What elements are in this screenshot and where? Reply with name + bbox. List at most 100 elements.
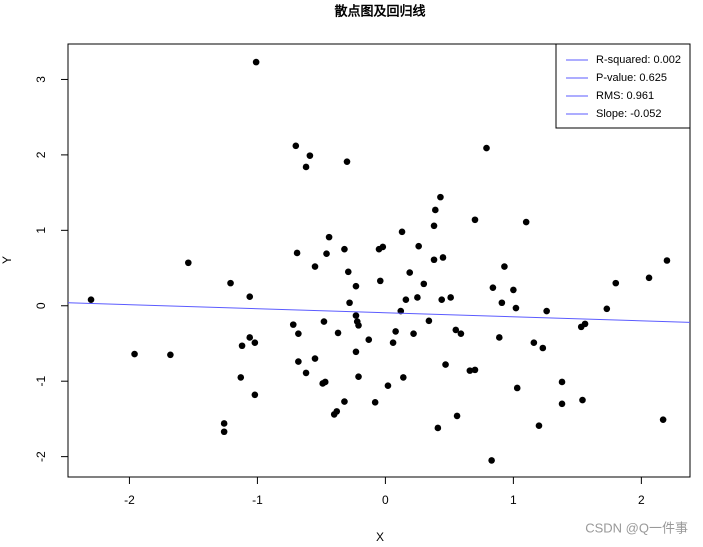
point [453, 412, 461, 420]
point [355, 322, 362, 329]
point [400, 374, 407, 381]
point [302, 369, 310, 377]
point [488, 457, 495, 464]
point [371, 399, 379, 406]
point [447, 294, 454, 301]
point [483, 144, 490, 152]
point [581, 320, 589, 328]
point [457, 330, 465, 337]
point [341, 398, 348, 405]
point [513, 384, 521, 392]
point [167, 351, 174, 359]
x-tick-label: 0 [382, 493, 389, 507]
point [579, 396, 586, 404]
point [320, 318, 328, 325]
y-tick-label: 3 [34, 76, 48, 83]
x-axis-label: X [376, 530, 384, 544]
point [352, 312, 360, 319]
point [434, 424, 442, 432]
point [392, 328, 399, 335]
point [452, 326, 460, 334]
point [498, 299, 506, 307]
point [344, 268, 352, 276]
point [522, 218, 530, 226]
point [323, 250, 330, 258]
point [306, 152, 314, 159]
point [558, 400, 566, 408]
point [238, 342, 246, 350]
point [252, 58, 260, 66]
y-tick-label: 2 [34, 151, 48, 158]
point [131, 350, 138, 358]
point [471, 366, 479, 374]
point [501, 263, 508, 270]
y-tick-label: -1 [34, 376, 48, 387]
point [376, 277, 384, 285]
point [220, 420, 228, 427]
point [333, 408, 341, 415]
point [612, 279, 620, 287]
point [406, 269, 414, 276]
x-tick-label: -2 [124, 493, 135, 507]
legend-label: Slope: -0.052 [596, 108, 661, 120]
point [246, 334, 254, 341]
point [87, 296, 95, 304]
point [251, 391, 259, 399]
point [603, 305, 611, 313]
point [352, 282, 360, 290]
point [402, 296, 410, 304]
point [295, 358, 302, 365]
y-tick-label: -2 [34, 451, 48, 462]
point [379, 243, 387, 251]
legend-label: R-squared: 0.002 [596, 54, 681, 66]
point [430, 222, 438, 230]
legend-label: P-value: 0.625 [596, 72, 667, 84]
x-tick-label: -1 [252, 493, 263, 507]
point [438, 296, 446, 304]
point [432, 206, 439, 214]
legend-label: RMS: 0.961 [596, 90, 654, 102]
regression-line [67, 302, 691, 323]
point [645, 274, 653, 282]
point [471, 216, 479, 224]
point [251, 339, 259, 347]
point [466, 367, 474, 374]
point [430, 256, 438, 264]
point [442, 361, 449, 368]
point [185, 259, 192, 267]
point [292, 142, 300, 150]
point [510, 286, 517, 294]
point [321, 378, 329, 386]
point [325, 233, 333, 241]
x-tick-label: 2 [638, 493, 645, 507]
point [414, 294, 421, 301]
point [410, 330, 417, 337]
point [334, 329, 342, 337]
point [311, 263, 319, 270]
point [535, 422, 543, 430]
chart-title: 散点图及回归线 [334, 3, 425, 18]
plot-frame [67, 43, 691, 478]
point [295, 330, 302, 337]
point [237, 374, 245, 381]
point [384, 382, 392, 390]
point [389, 339, 397, 347]
point [355, 373, 362, 380]
point [227, 279, 234, 287]
point [663, 257, 671, 264]
watermark: CSDN @Q一件事 [585, 520, 688, 535]
y-axis-label: Y [0, 256, 14, 264]
point [346, 299, 353, 307]
point [220, 428, 228, 436]
point [425, 317, 433, 325]
point [365, 336, 373, 344]
point [293, 249, 301, 257]
point [420, 280, 428, 288]
point [289, 321, 297, 328]
point [496, 334, 503, 341]
point [437, 193, 444, 201]
x-tick-label: 1 [510, 493, 517, 507]
point [489, 284, 497, 291]
y-tick-label: 1 [34, 227, 48, 234]
